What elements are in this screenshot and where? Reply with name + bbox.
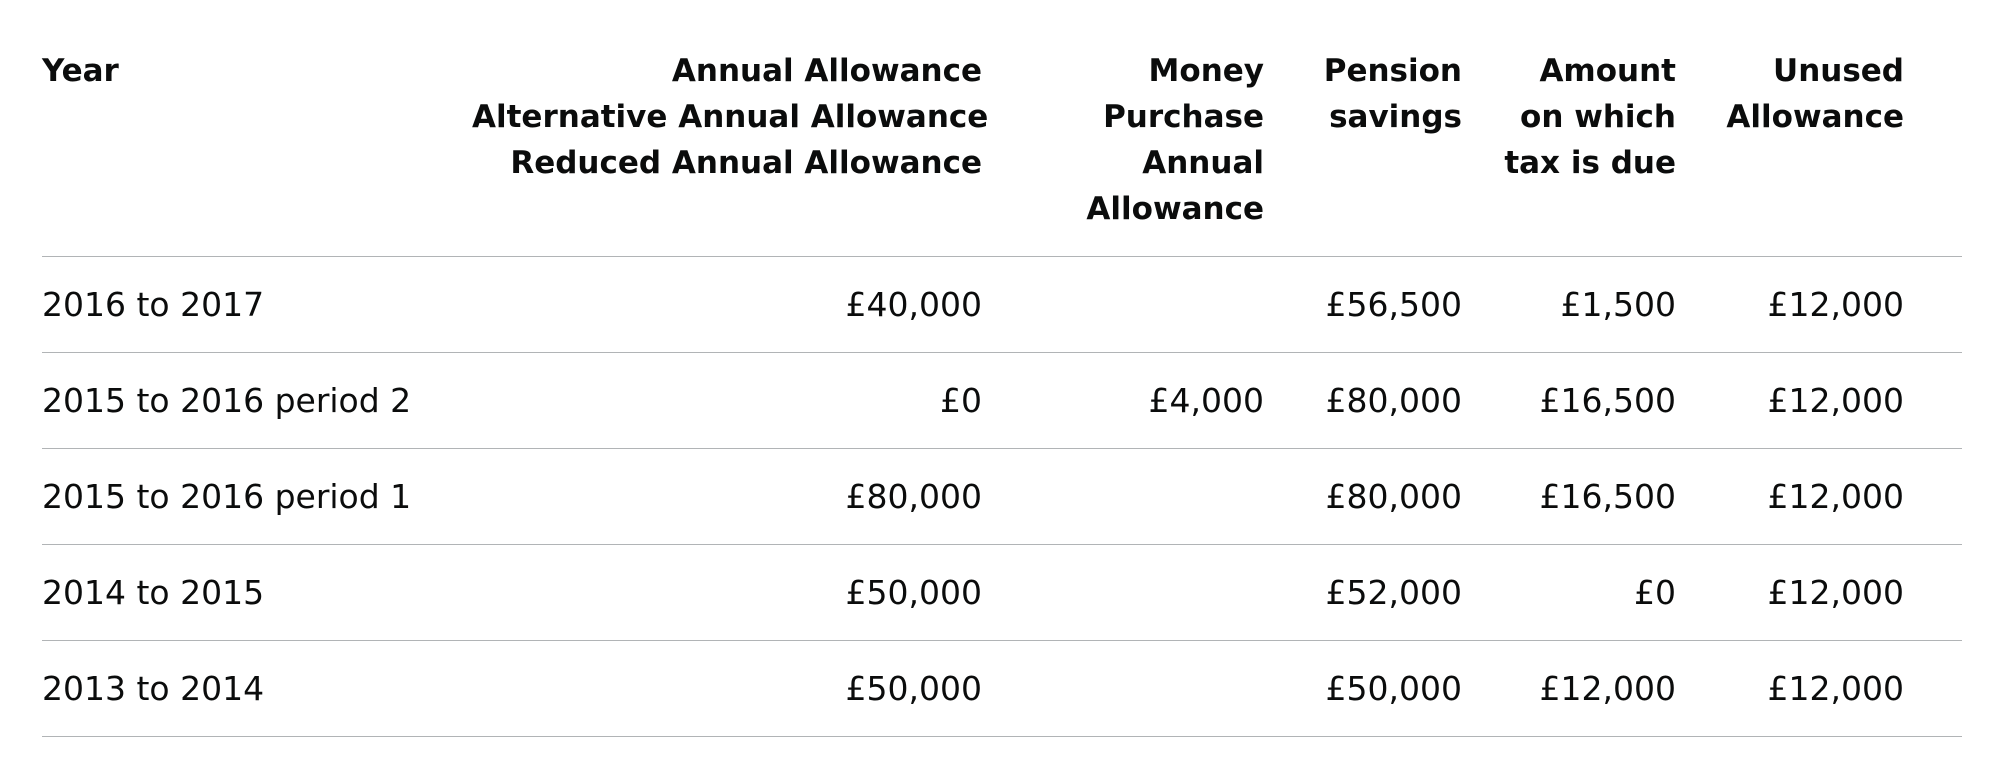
cell-annual-allowance: £50,000	[472, 640, 982, 737]
allowance-table-container: Year Annual Allowance Alternative Annual…	[42, 48, 1962, 737]
table-body: 2016 to 2017 £40,000 £56,500 £1,500 £12,…	[42, 256, 1962, 737]
header-row: Year Annual Allowance Alternative Annual…	[42, 48, 1962, 257]
cell-year: 2013 to 2014	[42, 640, 472, 737]
header-unused-allowance: Unused Allowance	[1676, 48, 1904, 257]
cell-pension-savings: £56,500	[1264, 256, 1462, 353]
cell-annual-allowance: £0	[472, 352, 982, 449]
cell-spacer	[1904, 544, 1962, 641]
cell-spacer	[1904, 640, 1962, 737]
cell-annual-allowance: £40,000	[472, 256, 982, 353]
cell-tax-due: £16,500	[1462, 352, 1676, 449]
header-spacer	[1904, 48, 1962, 257]
table-row: 2015 to 2016 period 1 £80,000 £80,000 £1…	[42, 448, 1962, 545]
cell-annual-allowance: £50,000	[472, 544, 982, 641]
header-money-purchase-annual-allowance: Money Purchase Annual Allowance	[982, 48, 1264, 257]
header-pension-savings-line: savings	[1329, 99, 1462, 135]
cell-mpaa: £4,000	[982, 352, 1264, 449]
cell-unused-allowance: £12,000	[1676, 640, 1904, 737]
cell-spacer	[1904, 352, 1962, 449]
cell-tax-due: £1,500	[1462, 256, 1676, 353]
cell-unused-allowance: £12,000	[1676, 448, 1904, 545]
cell-mpaa	[982, 256, 1264, 353]
cell-mpaa	[982, 448, 1264, 545]
cell-tax-due: £0	[1462, 544, 1676, 641]
cell-spacer	[1904, 448, 1962, 545]
header-tax-due-line: Amount	[1539, 53, 1676, 89]
header-mpaa-line: Money	[1148, 53, 1264, 89]
cell-unused-allowance: £12,000	[1676, 544, 1904, 641]
table-row: 2015 to 2016 period 2 £0 £4,000 £80,000 …	[42, 352, 1962, 449]
header-tax-due-line: on which	[1520, 99, 1676, 135]
header-tax-due-line: tax is due	[1504, 145, 1676, 181]
cell-pension-savings: £52,000	[1264, 544, 1462, 641]
cell-unused-allowance: £12,000	[1676, 352, 1904, 449]
cell-tax-due: £12,000	[1462, 640, 1676, 737]
table-row: 2014 to 2015 £50,000 £52,000 £0 £12,000	[42, 544, 1962, 641]
table-header: Year Annual Allowance Alternative Annual…	[42, 48, 1962, 257]
allowance-table: Year Annual Allowance Alternative Annual…	[42, 48, 1962, 737]
cell-mpaa	[982, 544, 1264, 641]
table-row: 2013 to 2014 £50,000 £50,000 £12,000 £12…	[42, 640, 1962, 737]
header-pension-savings: Pension savings	[1264, 48, 1462, 257]
header-year-line: Year	[42, 53, 119, 89]
cell-unused-allowance: £12,000	[1676, 256, 1904, 353]
cell-pension-savings: £80,000	[1264, 448, 1462, 545]
header-unused-line: Allowance	[1726, 99, 1904, 135]
header-mpaa-line: Purchase	[1103, 99, 1264, 135]
cell-year: 2015 to 2016 period 1	[42, 448, 472, 545]
cell-pension-savings: £50,000	[1264, 640, 1462, 737]
header-annual-allowance-line: Annual Allowance	[671, 53, 982, 89]
header-reduced-annual-allowance-line: Reduced Annual Allowance	[510, 145, 982, 181]
header-unused-line: Unused	[1773, 53, 1904, 89]
cell-mpaa	[982, 640, 1264, 737]
cell-year: 2015 to 2016 period 2	[42, 352, 472, 449]
cell-year: 2016 to 2017	[42, 256, 472, 353]
header-annual-allowance: Annual Allowance Alternative Annual Allo…	[472, 48, 989, 257]
header-alternative-annual-allowance-line: Alternative Annual Allowance	[472, 99, 989, 135]
header-mpaa-line: Annual	[1142, 145, 1264, 181]
cell-year: 2014 to 2015	[42, 544, 472, 641]
table-row: 2016 to 2017 £40,000 £56,500 £1,500 £12,…	[42, 256, 1962, 353]
header-pension-savings-line: Pension	[1323, 53, 1462, 89]
cell-spacer	[1904, 256, 1962, 353]
header-amount-tax-due: Amount on which tax is due	[1462, 48, 1676, 257]
header-year: Year	[42, 48, 472, 257]
cell-annual-allowance: £80,000	[472, 448, 982, 545]
cell-tax-due: £16,500	[1462, 448, 1676, 545]
cell-pension-savings: £80,000	[1264, 352, 1462, 449]
header-mpaa-line: Allowance	[1086, 191, 1264, 227]
